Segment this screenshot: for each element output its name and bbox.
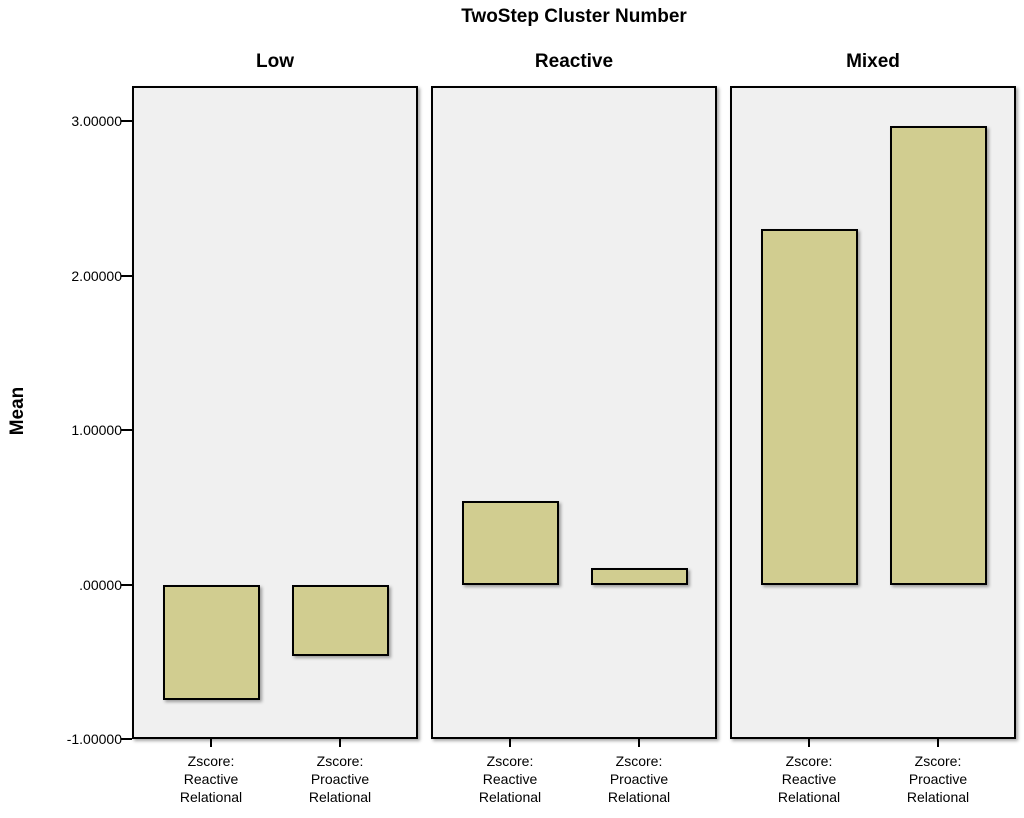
y-tick-label: 2.00000 bbox=[71, 267, 122, 284]
x-category-label: Zscore: Reactive Relational bbox=[430, 752, 590, 806]
y-tick-label: -1.00000 bbox=[66, 731, 122, 747]
x-category-label-line: Relational bbox=[308, 789, 372, 805]
x-category-label-line: Proactive bbox=[609, 771, 669, 787]
panel-header-reactive: Reactive bbox=[534, 51, 614, 72]
y-tick-label: .00000 bbox=[79, 576, 122, 593]
x-category-label-line: Zscore: bbox=[785, 753, 833, 769]
x-tick-mark bbox=[509, 739, 511, 747]
x-category-label-line: Relational bbox=[607, 789, 671, 805]
y-tick-label: 3.00000 bbox=[71, 113, 122, 130]
x-category-label: Zscore: Reactive Relational bbox=[729, 752, 889, 806]
x-category-label-line: Reactive bbox=[781, 771, 837, 787]
x-category-label-line: Zscore: bbox=[187, 753, 235, 769]
bar-reactive-reactive bbox=[461, 501, 559, 585]
panel-reactive bbox=[431, 86, 717, 739]
x-category-label-line: Proactive bbox=[908, 771, 968, 787]
x-category-label-line: Zscore: bbox=[615, 753, 663, 769]
bar-low-reactive bbox=[162, 584, 260, 701]
y-tick-mark bbox=[121, 429, 132, 432]
x-category-label-line: Relational bbox=[179, 789, 243, 805]
x-category-label-line: Relational bbox=[478, 789, 542, 805]
bar-low-proactive bbox=[291, 584, 389, 656]
y-tick-mark bbox=[121, 738, 132, 740]
x-category-label-line: Zscore: bbox=[486, 753, 534, 769]
x-tick-mark bbox=[808, 739, 810, 747]
bar-reactive-proactive bbox=[590, 567, 688, 585]
y-axis-title: Mean bbox=[7, 386, 28, 436]
x-category-label-line: Reactive bbox=[482, 771, 538, 787]
y-tick-mark bbox=[121, 274, 132, 277]
y-tick-label: 1.00000 bbox=[71, 422, 122, 439]
x-tick-mark bbox=[638, 739, 640, 747]
x-category-label-line: Relational bbox=[777, 789, 841, 805]
x-category-label: Zscore: Proactive Relational bbox=[858, 752, 1018, 806]
y-tick-mark bbox=[121, 583, 132, 586]
y-tick-mark bbox=[121, 120, 132, 123]
panel-header-low: Low bbox=[256, 51, 294, 72]
chart-title: TwoStep Cluster Number bbox=[461, 6, 687, 27]
x-category-label-line: Zscore: bbox=[914, 753, 962, 769]
x-category-label: Zscore: Proactive Relational bbox=[559, 752, 719, 806]
x-category-label-line: Proactive bbox=[310, 771, 370, 787]
x-category-label: Zscore: Reactive Relational bbox=[131, 752, 291, 806]
x-tick-mark bbox=[339, 739, 341, 747]
x-tick-mark bbox=[210, 739, 212, 747]
x-category-label-line: Relational bbox=[906, 789, 970, 805]
panel-header-mixed: Mixed bbox=[846, 51, 900, 72]
x-tick-mark bbox=[937, 739, 939, 747]
bar-mixed-reactive bbox=[760, 229, 858, 585]
x-category-label: Zscore: Proactive Relational bbox=[260, 752, 420, 806]
x-category-label-line: Reactive bbox=[183, 771, 239, 787]
x-category-label-line: Zscore: bbox=[316, 753, 364, 769]
bar-mixed-proactive bbox=[889, 125, 987, 585]
